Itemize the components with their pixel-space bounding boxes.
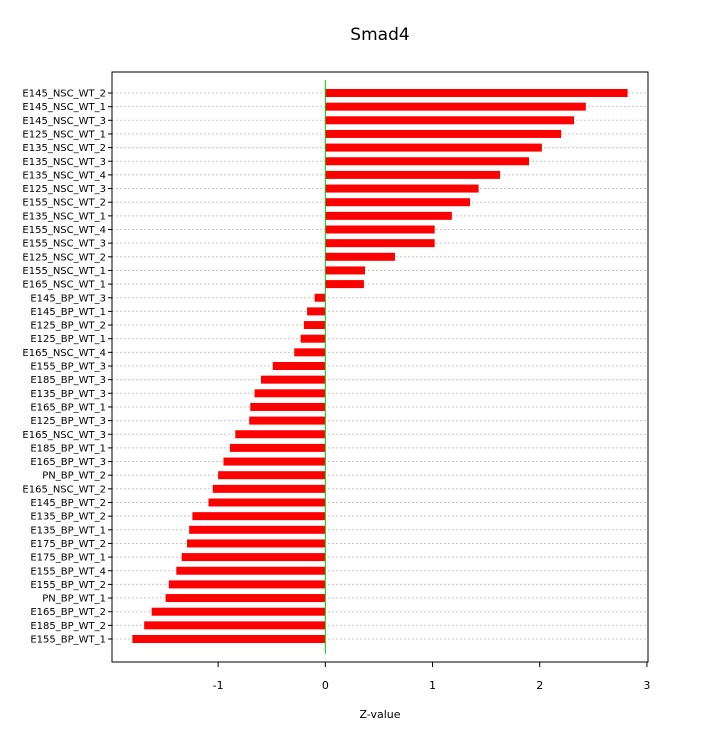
bar <box>176 566 326 575</box>
bar <box>307 307 326 316</box>
y-tick-label: E185_BP_WT_3 <box>30 375 106 386</box>
y-tick-label: E155_BP_WT_3 <box>30 362 106 373</box>
y-tick-label: E155_NSC_WT_1 <box>22 266 106 277</box>
bar <box>132 635 326 643</box>
x-tick-label: 3 <box>643 679 650 692</box>
y-tick-label: E125_NSC_WT_1 <box>22 129 106 140</box>
bar <box>165 594 326 603</box>
y-tick-label: E155_BP_WT_2 <box>30 580 106 591</box>
y-tick-label: E135_NSC_WT_3 <box>22 157 106 168</box>
bar <box>314 293 326 302</box>
bar <box>144 621 326 630</box>
bar <box>300 334 326 343</box>
x-tick-label: -1 <box>213 679 224 692</box>
y-tick-label: E155_NSC_WT_3 <box>22 239 106 250</box>
y-tick-label: E125_BP_WT_1 <box>30 334 106 345</box>
y-tick-label: E135_NSC_WT_1 <box>22 211 106 222</box>
x-axis-label: Z-value <box>359 708 400 721</box>
y-tick-label: E145_BP_WT_2 <box>30 498 106 509</box>
bar <box>294 348 326 357</box>
bar <box>250 402 326 411</box>
bar <box>325 102 586 111</box>
y-tick-label: E125_NSC_WT_2 <box>22 252 106 263</box>
y-tick-label: E135_BP_WT_2 <box>30 512 106 523</box>
y-axis: E145_NSC_WT_2 E145_NSC_WT_1 E145_NSC_WT_3 E… <box>22 89 112 646</box>
bar <box>325 225 435 234</box>
y-tick-label: E135_NSC_WT_4 <box>22 170 106 181</box>
bar <box>151 607 326 616</box>
bar <box>212 484 326 493</box>
y-tick-label: E145_NSC_WT_3 <box>22 116 106 127</box>
bar <box>325 280 364 289</box>
y-tick-label: E165_BP_WT_1 <box>30 402 106 413</box>
y-tick-label: E155_BP_WT_4 <box>30 566 106 577</box>
bar <box>249 416 326 425</box>
bar <box>325 170 501 179</box>
bar-layer <box>132 89 628 643</box>
bar <box>192 512 326 521</box>
y-tick-label: E135_BP_WT_1 <box>30 525 106 536</box>
bar <box>325 239 435 248</box>
bar <box>325 157 530 166</box>
y-tick-label: E145_BP_WT_1 <box>30 307 106 318</box>
bar <box>181 553 326 562</box>
x-tick-label: 1 <box>429 679 436 692</box>
bar <box>325 266 365 275</box>
y-tick-label: E165_NSC_WT_2 <box>22 484 106 495</box>
y-tick-label: E185_BP_WT_2 <box>30 621 106 632</box>
bar <box>168 580 326 589</box>
bar <box>229 443 326 452</box>
y-tick-label: E155_NSC_WT_2 <box>22 198 106 209</box>
bar <box>325 252 396 261</box>
y-tick-label: E175_BP_WT_1 <box>30 553 106 564</box>
y-tick-label: E155_BP_WT_1 <box>30 635 106 646</box>
y-tick-label: E125_NSC_WT_3 <box>22 184 106 195</box>
bar <box>187 539 326 548</box>
y-tick-label: E145_NSC_WT_1 <box>22 102 106 113</box>
y-tick-label: PN_BP_WT_2 <box>42 471 106 482</box>
bar <box>254 389 326 398</box>
bar <box>189 525 326 534</box>
bar <box>325 129 562 138</box>
bar <box>303 321 326 330</box>
x-axis: -1 0 1 2 3 <box>213 662 650 692</box>
bar <box>325 184 479 193</box>
y-tick-label: E145_BP_WT_3 <box>30 293 106 304</box>
bar <box>208 498 326 507</box>
y-tick-label: E185_BP_WT_1 <box>30 443 106 454</box>
y-tick-label: E145_NSC_WT_2 <box>22 89 106 100</box>
bar <box>272 362 326 370</box>
bar <box>223 457 326 466</box>
y-tick-label: E175_BP_WT_2 <box>30 539 106 550</box>
y-tick-label: E165_NSC_WT_1 <box>22 280 106 291</box>
plot-frame <box>111 71 649 663</box>
y-tick-label: E135_BP_WT_3 <box>30 389 106 400</box>
x-tick-label: 2 <box>536 679 543 692</box>
y-tick-label: E165_BP_WT_2 <box>30 607 106 618</box>
y-tick-label: E155_NSC_WT_4 <box>22 225 106 236</box>
y-tick-label: E135_NSC_WT_2 <box>22 143 106 154</box>
bar <box>325 211 452 220</box>
y-tick-label: E165_NSC_WT_4 <box>22 348 106 359</box>
y-tick-label: E165_BP_WT_3 <box>30 457 106 468</box>
bar <box>235 430 326 439</box>
y-tick-label: E125_BP_WT_2 <box>30 321 106 332</box>
y-tick-label: PN_BP_WT_1 <box>42 594 106 605</box>
chart-title: Smad4 <box>350 25 409 45</box>
bar <box>261 375 326 384</box>
y-tick-label: E125_BP_WT_3 <box>30 416 106 427</box>
bar <box>325 198 471 207</box>
x-tick-label: 0 <box>322 679 329 692</box>
bar <box>325 89 628 97</box>
y-tick-label: E165_NSC_WT_3 <box>22 430 106 441</box>
bar <box>325 116 575 125</box>
bar <box>218 471 326 480</box>
bar <box>325 143 542 152</box>
